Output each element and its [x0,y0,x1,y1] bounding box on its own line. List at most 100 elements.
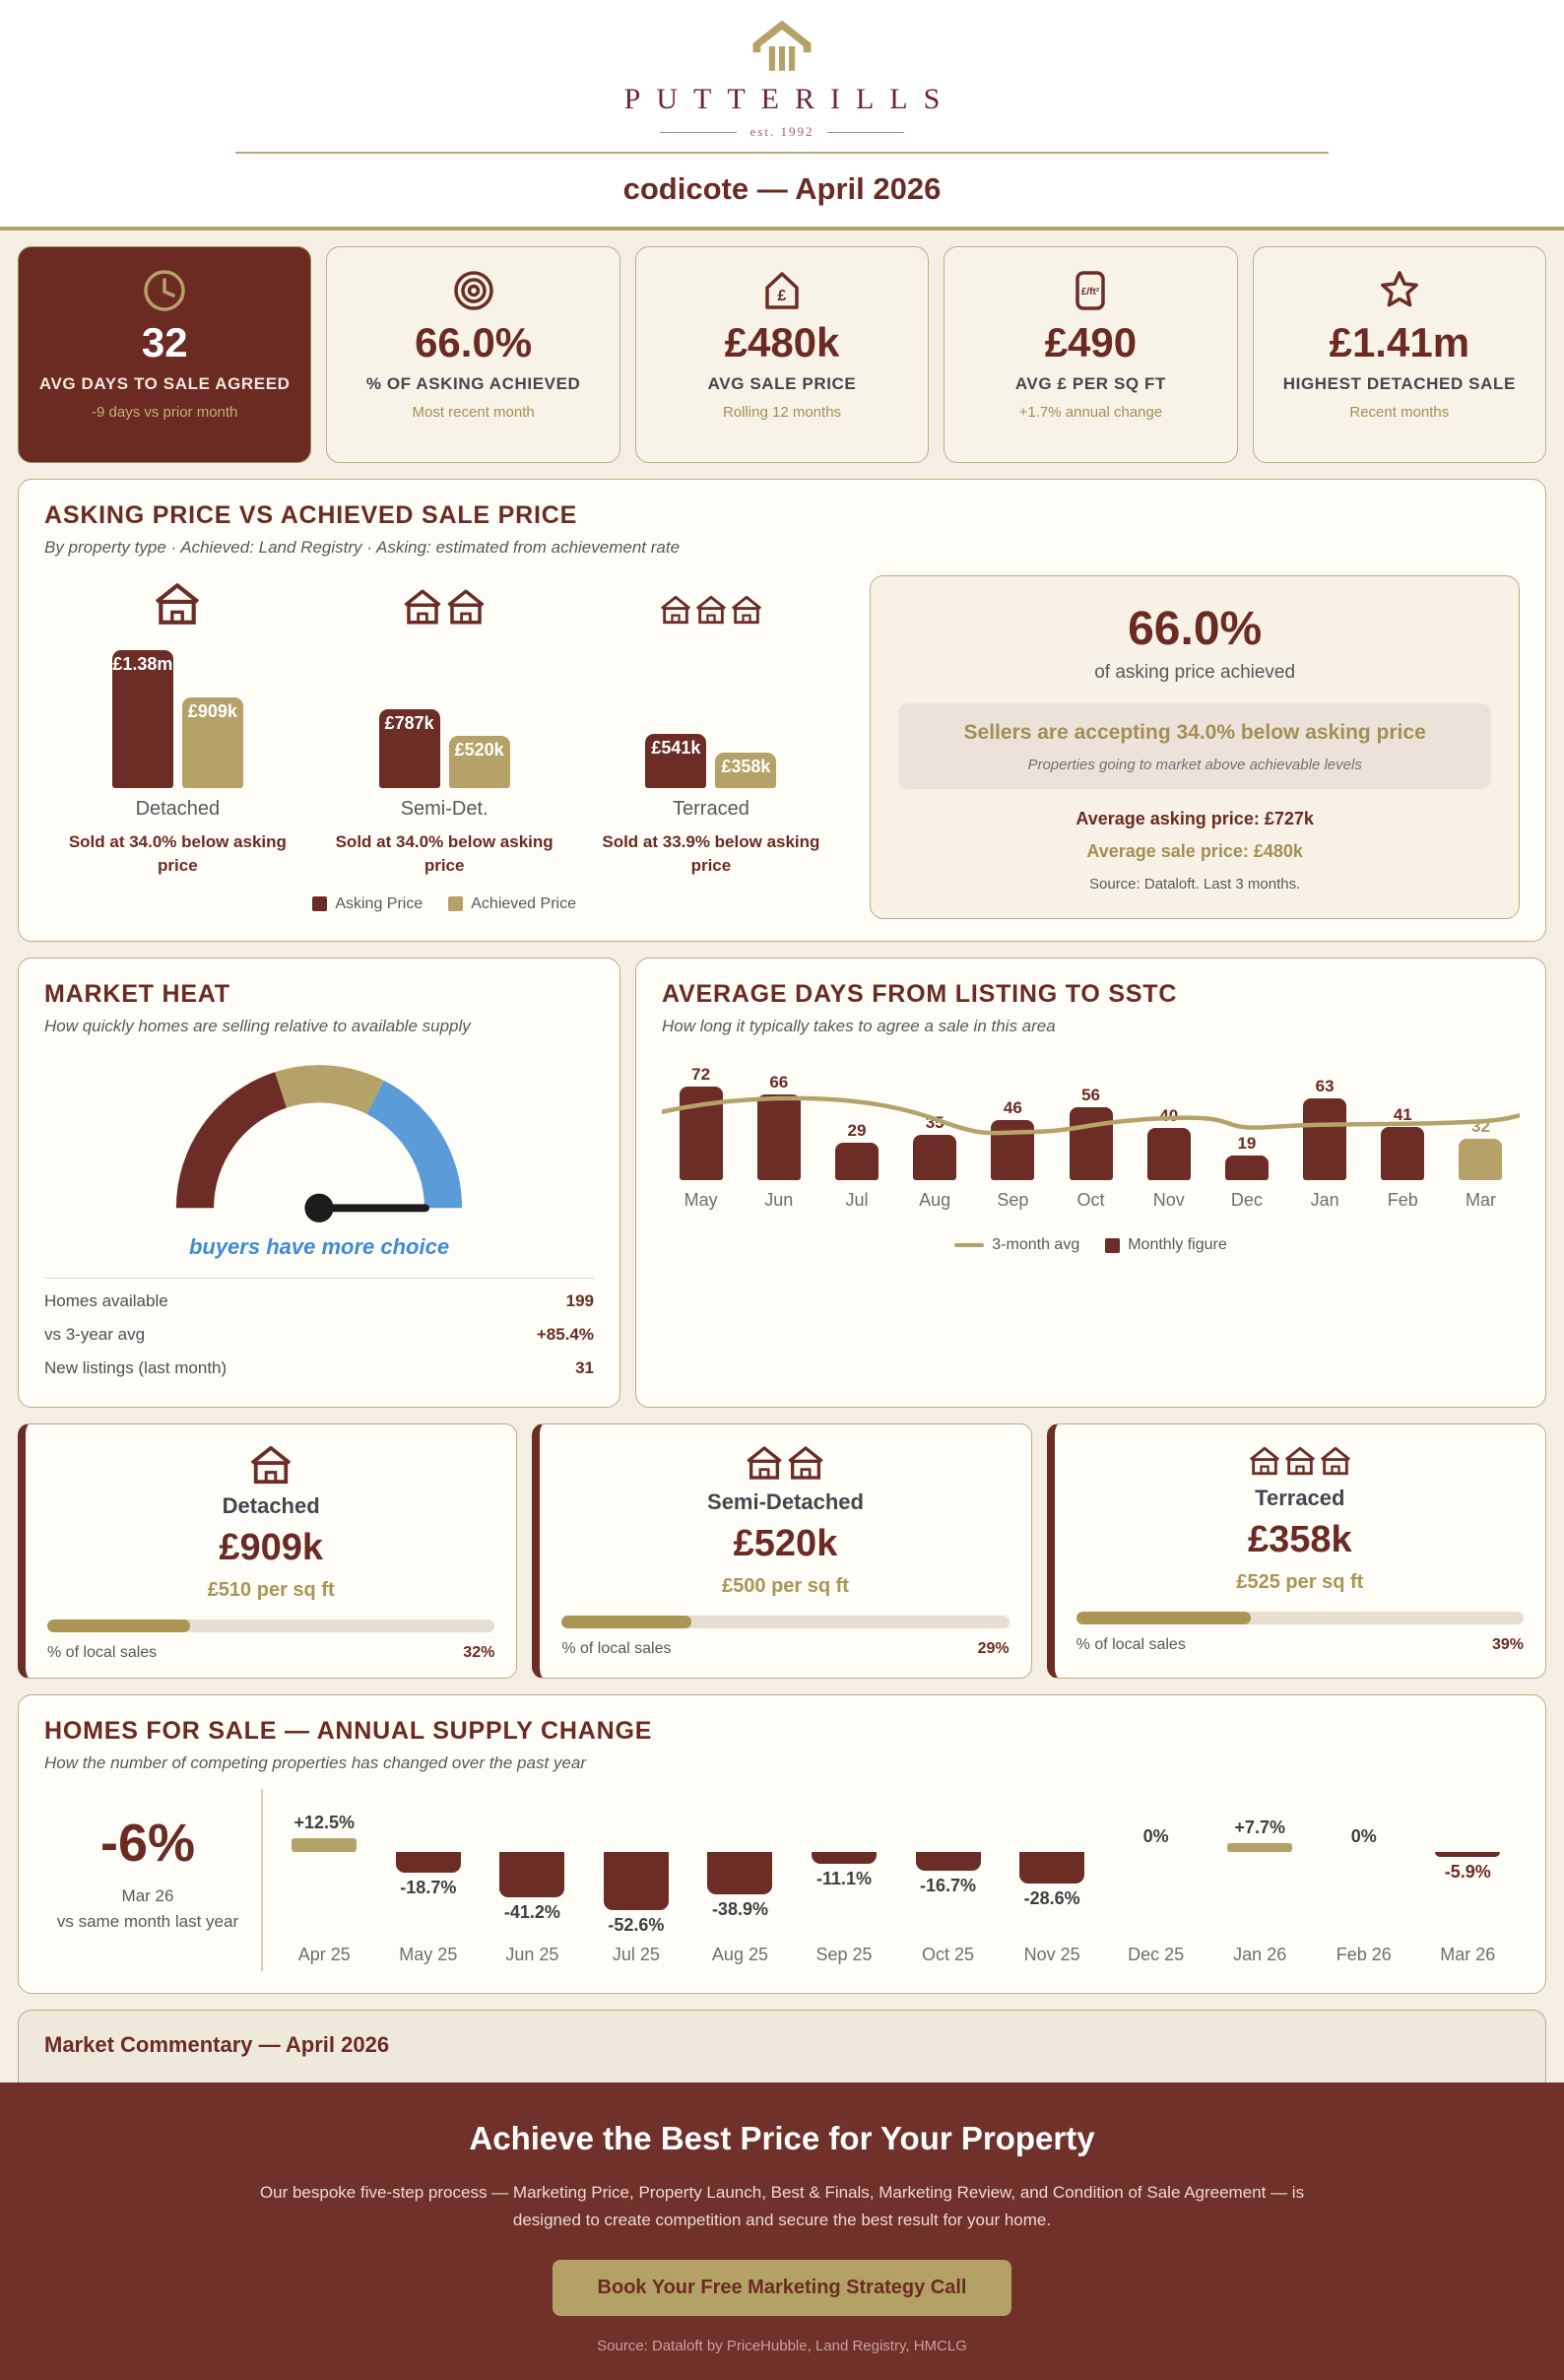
property-card-detached: Detached £909k £510 per sq ft % of local… [18,1423,518,1680]
summary-source: Source: Dataloft. Last 3 months. [1089,876,1301,893]
book-call-button[interactable]: Book Your Free Marketing Strategy Call [552,2260,1012,2317]
asking-group-detached: £1.38m £909k Detached Sold at 34.0% belo… [44,575,311,878]
bar-value: 56 [1081,1086,1100,1105]
group-label: Terraced [673,798,749,820]
month-bar [1146,1128,1191,1181]
svg-text:£/ft²: £/ft² [1081,287,1100,298]
kpi-subtext: +1.7% annual change [1018,404,1163,422]
highlight-title: Sellers are accepting 34.0% below asking… [963,721,1426,744]
stat-label: vs 3-year avg [44,1325,146,1345]
asking-price-swatch [312,896,328,912]
bar-value: -38.9% [711,1899,768,1920]
bar-value: -11.1% [815,1869,873,1889]
property-card-terraced: Terraced £358k £525 per sq ft % of local… [1046,1423,1546,1680]
month-label: Jan [1310,1190,1339,1211]
price-per-sqft-icon: £/ft² [954,267,1226,314]
supply-col: 0% Feb 26 [1312,1789,1416,1971]
asking-bar: £541k [645,734,707,788]
average-sale-price: Average sale price: £480k [1086,841,1303,862]
positive-bar [292,1838,358,1853]
month-label: Feb [1387,1190,1418,1211]
bar-value: 46 [1003,1098,1022,1118]
negative-bar [499,1852,565,1898]
month-label: Jan 26 [1233,1945,1287,1965]
kpi-value: £1.41m [1329,319,1470,365]
negative-bar [395,1852,461,1874]
supply-col: -11.1% Sep 25 [792,1789,896,1971]
share-progress-fill [47,1620,191,1633]
stat-value: +85.4% [536,1325,594,1345]
footer-cta-band: Achieve the Best Price for Your Property… [0,2082,1564,2380]
market-heat-gauge: buyers have more choice [44,1046,594,1260]
supply-change-panel: HOMES FOR SALE — ANNUAL SUPPLY CHANGE Ho… [18,1694,1546,1995]
kpi-card-highest-sale: £1.41m HIGHEST DETACHED SALE Recent mont… [1252,246,1547,463]
property-price-per-sqft: £500 per sq ft [722,1575,849,1598]
supply-col: -16.7% Oct 25 [896,1789,1001,1971]
supply-headline: -6% Mar 26 vs same month last year [44,1789,251,1971]
kpi-value: £480k [724,319,840,365]
footer-description: Our bespoke five-step process — Marketin… [259,2183,1305,2230]
kpi-row: 32 AVG DAYS TO SALE AGREED -9 days vs pr… [18,246,1547,463]
asking-legend: Asking Price Achieved Price [44,895,844,913]
achievement-percent: 66.0% [1128,603,1263,655]
month-label: Dec [1230,1190,1263,1211]
positive-bar [1227,1843,1293,1853]
group-label: Semi-Det. [400,798,489,820]
negative-bar [603,1852,669,1911]
brand-established: est. 1992 [0,124,1564,140]
share-progress-track [561,1616,1010,1629]
detached-house-icon [153,575,202,627]
month-bar [913,1135,957,1181]
group-note: Sold at 34.0% below asking price [68,832,287,875]
negative-bar [1019,1852,1085,1884]
supply-col: -52.6% Jul 25 [584,1789,688,1971]
asking-group-terraced: £541k £358k Terraced Sold at 33.9% below… [578,575,845,878]
stat-row: New listings (last month) 31 [44,1352,594,1385]
stat-row: vs 3-year avg +85.4% [44,1318,594,1352]
section-title: ASKING PRICE VS ACHIEVED SALE PRICE [44,501,578,529]
month-label: Nov [1152,1190,1185,1211]
bar-value: 0% [1350,1826,1377,1847]
stat-row: Homes available 199 [44,1285,594,1318]
semi-detached-houses-icon [561,1444,1009,1482]
avg-line-swatch [954,1243,985,1248]
kpi-label: AVG £ PER SQ FT [1014,374,1167,394]
detached-house-icon [47,1444,494,1486]
top-divider [0,227,1564,231]
supply-change-value: -6% [99,1814,196,1874]
bar-value: 19 [1237,1134,1257,1154]
section-title: MARKET HEAT [44,980,230,1009]
supply-compare-label: vs same month last year [56,1911,239,1931]
stat-value: 199 [565,1291,594,1311]
highlight-subtitle: Properties going to market above achieva… [1027,757,1362,774]
header: PUTTERILLS est. 1992 codicote — April 20… [0,0,1564,227]
kpi-value: £490 [1044,319,1138,365]
bar-value: 41 [1393,1105,1412,1125]
supply-col: -41.2% Jun 25 [481,1789,585,1971]
market-commentary-panel: Market Commentary — April 2026 [18,2010,1546,2083]
achieved-price-swatch [448,896,464,912]
market-heat-panel: MARKET HEAT How quickly homes are sellin… [18,958,620,1409]
supply-col: +7.7% Jan 26 [1207,1789,1312,1971]
month-bar [834,1143,879,1181]
share-label: % of local sales [1075,1636,1186,1654]
bar-value: 63 [1315,1077,1335,1096]
section-subtitle: By property type · Achieved: Land Regist… [44,538,681,557]
kpi-card-days-to-sale: 32 AVG DAYS TO SALE AGREED -9 days vs pr… [18,246,312,463]
kpi-subtext: Recent months [1349,404,1450,422]
property-price: £909k [219,1527,323,1569]
month-bar [1069,1107,1113,1181]
svg-text:£: £ [778,288,787,304]
commentary-title: Market Commentary — April 2026 [44,2032,390,2058]
bar-value: 66 [769,1073,789,1092]
asking-bar: £787k [378,709,440,788]
month-label: Oct 25 [922,1945,975,1965]
achieved-bar: £358k [715,753,777,788]
month-label: May 25 [399,1945,458,1965]
stat-value: 31 [575,1358,594,1378]
month-bar [679,1087,723,1181]
property-price-per-sqft: £525 per sq ft [1236,1571,1364,1594]
kpi-card-asking-achieved: 66.0% % OF ASKING ACHIEVED Most recent m… [326,246,620,463]
share-progress-track [1075,1612,1524,1625]
